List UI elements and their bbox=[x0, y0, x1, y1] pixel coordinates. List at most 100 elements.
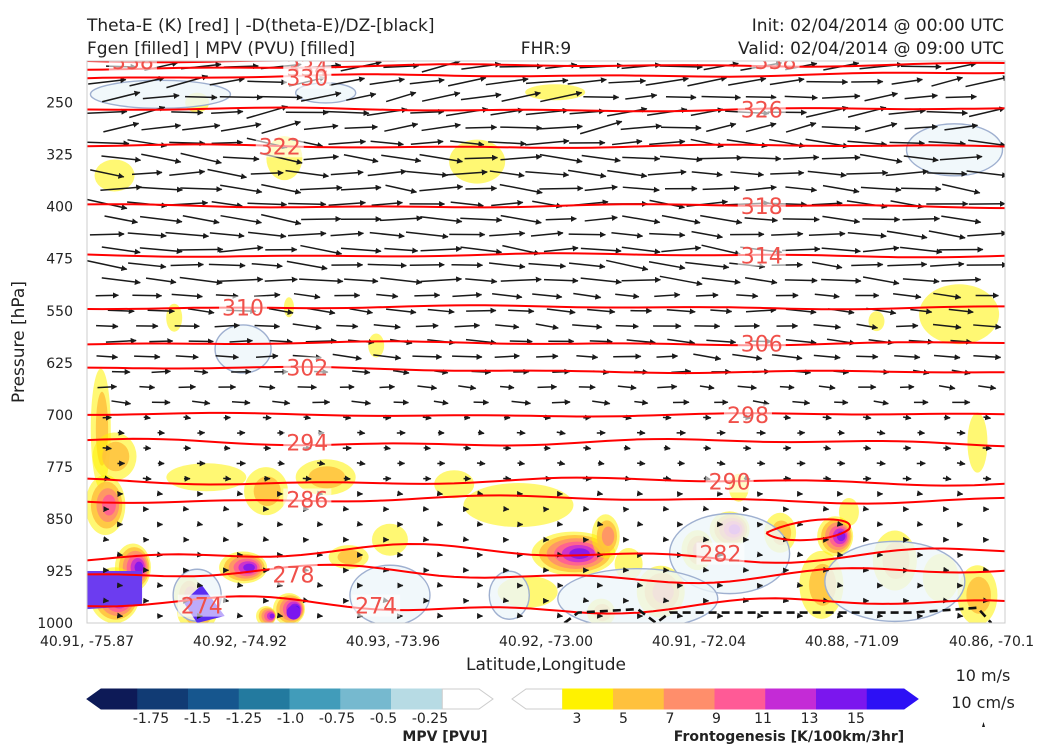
wind-arrow bbox=[254, 323, 281, 330]
wind-arrow bbox=[236, 582, 244, 588]
wind-arrow bbox=[149, 338, 174, 345]
wind-arrow bbox=[701, 244, 742, 256]
fgen-blob bbox=[371, 523, 408, 556]
wind-arrow bbox=[385, 184, 418, 194]
wind-arrow bbox=[250, 169, 284, 176]
wind-arrow bbox=[836, 520, 844, 527]
wind-arrow bbox=[736, 292, 759, 299]
wind-arrow bbox=[100, 184, 143, 192]
colorbar-swatch bbox=[188, 688, 240, 710]
wind-arrow bbox=[647, 169, 687, 176]
wind-arrow bbox=[458, 384, 477, 391]
wind-arrow bbox=[621, 276, 662, 283]
theta-e-contour-334 bbox=[87, 61, 1005, 71]
wind-arrow bbox=[822, 184, 860, 194]
wind-arrow bbox=[887, 261, 928, 268]
wind-arrow bbox=[525, 77, 569, 85]
wind-arrow bbox=[784, 277, 818, 284]
wind-arrow bbox=[139, 215, 183, 225]
fgen-level-2 bbox=[966, 576, 991, 614]
wind-arrow bbox=[501, 91, 541, 102]
wind-arrow bbox=[785, 339, 817, 346]
wind-arrow bbox=[592, 399, 611, 406]
theta-e-label-bg bbox=[283, 356, 332, 379]
wind-arrow bbox=[446, 169, 488, 176]
wind-arrow bbox=[101, 277, 141, 285]
wind-arrow bbox=[261, 213, 302, 226]
wind-arrow bbox=[285, 169, 330, 179]
wind-arrow bbox=[179, 276, 223, 286]
theta-e-label-bg bbox=[723, 403, 772, 426]
y-tick-label: 700 bbox=[46, 408, 73, 424]
wind-arrow bbox=[543, 277, 579, 284]
wind-arrow bbox=[211, 108, 244, 115]
wind-arrow bbox=[982, 475, 992, 482]
wind-arrow bbox=[101, 155, 142, 163]
wind-arrow bbox=[406, 170, 449, 178]
wind-arrow bbox=[822, 414, 832, 421]
wind-arrow bbox=[771, 231, 804, 237]
wind-arrow bbox=[500, 124, 543, 131]
wind-arrow bbox=[421, 91, 461, 102]
wind-arrow bbox=[732, 353, 763, 361]
wind-arrow bbox=[421, 122, 462, 132]
x-tick-label: 40.91, -75.87 bbox=[40, 634, 134, 650]
wind-arrow bbox=[931, 76, 964, 87]
wind-arrow bbox=[783, 154, 820, 161]
wind-arrow bbox=[636, 520, 644, 527]
wind-arrow bbox=[782, 246, 821, 253]
wind-ref-horizontal: 10 m/s bbox=[956, 666, 1011, 685]
fgen-blob bbox=[591, 514, 620, 559]
wind-arrow bbox=[269, 338, 293, 345]
wind-arrow bbox=[917, 429, 926, 436]
fgen-blob bbox=[87, 475, 126, 536]
wind-arrow bbox=[303, 154, 340, 161]
wind-arrow bbox=[847, 232, 887, 239]
wind-arrow bbox=[215, 292, 239, 299]
wind-arrow bbox=[385, 308, 417, 315]
wind-arrow bbox=[328, 138, 367, 145]
theta-e-label: 338 bbox=[112, 50, 154, 75]
wind-arrow bbox=[460, 246, 503, 255]
wind-arrow bbox=[305, 338, 337, 345]
colorbar-tick: -0.75 bbox=[319, 711, 355, 727]
wind-arrow bbox=[899, 384, 915, 391]
wind-arrow bbox=[384, 122, 419, 132]
wind-arrow bbox=[465, 124, 498, 131]
wind-arrow bbox=[328, 199, 367, 207]
wind-arrow bbox=[465, 185, 498, 192]
wind-arrow bbox=[117, 429, 125, 436]
colorbar-swatch bbox=[765, 688, 817, 710]
fgen-level-1 bbox=[967, 412, 988, 473]
wind-arrow bbox=[968, 139, 1005, 148]
wind-arrow bbox=[196, 520, 204, 527]
wind-arrow bbox=[251, 262, 283, 269]
wind-arrow bbox=[384, 247, 419, 254]
wind-arrow bbox=[666, 308, 696, 315]
wind-arrow bbox=[543, 245, 579, 253]
fgen-level-1 bbox=[463, 483, 574, 528]
wind-arrow bbox=[336, 323, 359, 330]
wind-arrow bbox=[530, 230, 564, 237]
wind-arrow bbox=[660, 124, 702, 131]
wind-arrow bbox=[551, 399, 571, 406]
colorbar-swatch bbox=[86, 688, 139, 710]
wind-arrow bbox=[783, 414, 792, 421]
wind-arrow bbox=[967, 230, 1005, 237]
theta-e-closed-contour bbox=[765, 518, 851, 542]
wind-arrow bbox=[956, 460, 966, 467]
wind-arrow bbox=[785, 308, 817, 315]
fgen-level-2 bbox=[253, 476, 281, 506]
fgen-level-1 bbox=[838, 497, 859, 526]
wind-arrow bbox=[814, 293, 840, 300]
wind-arrow bbox=[667, 338, 696, 346]
wind-arrow bbox=[379, 215, 423, 222]
wind-arrow bbox=[410, 138, 444, 146]
wind-arrow bbox=[220, 184, 263, 195]
fgen-level-1 bbox=[919, 284, 1000, 345]
wind-arrow bbox=[373, 354, 402, 361]
wind-arrow bbox=[622, 414, 632, 421]
wind-arrow bbox=[968, 106, 1005, 118]
wind-arrow bbox=[528, 262, 567, 269]
